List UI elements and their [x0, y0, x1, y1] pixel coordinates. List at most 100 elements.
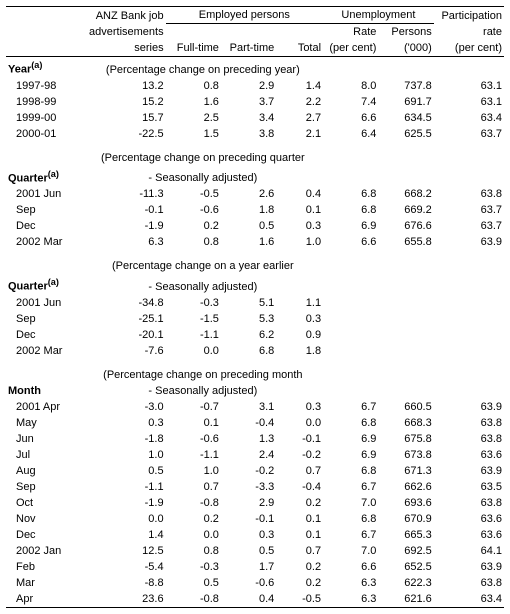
cell-value: 63.7	[434, 218, 504, 234]
cell-value: 0.7	[276, 543, 323, 559]
row-label: 1998-99	[6, 94, 83, 110]
cell-value: 63.5	[434, 479, 504, 495]
cell-value: 6.3	[83, 234, 166, 250]
row-label: May	[6, 415, 83, 431]
cell-value: 6.8	[323, 415, 378, 431]
cell-value: 23.6	[83, 591, 166, 608]
cell-value: 0.0	[166, 343, 221, 359]
cell-value: 63.1	[434, 78, 504, 94]
section-quarter-a: Quarter(a)	[6, 166, 83, 187]
cell-value: 6.2	[221, 327, 276, 343]
table-row: 2001 Jun-11.3-0.52.60.46.8668.263.8	[6, 186, 504, 202]
cell-value: -0.5	[166, 186, 221, 202]
row-label: Nov	[6, 511, 83, 527]
cell-value: 3.4	[221, 110, 276, 126]
cell-value	[378, 327, 433, 343]
table-row: 1999-0015.72.53.42.76.6634.563.4	[6, 110, 504, 126]
month-note1: (Percentage change on preceding month	[83, 367, 323, 383]
cell-value: 621.6	[378, 591, 433, 608]
cell-value: -0.5	[276, 591, 323, 608]
table-row: Sep-0.1-0.61.80.16.8669.263.7	[6, 202, 504, 218]
cell-value: 0.1	[276, 511, 323, 527]
cell-value	[323, 343, 378, 359]
cell-value	[434, 343, 504, 359]
table-row: Sep-1.10.7-3.3-0.46.7662.663.5	[6, 479, 504, 495]
cell-value: 2.7	[276, 110, 323, 126]
cell-value: -8.8	[83, 575, 166, 591]
cell-value: -22.5	[83, 126, 166, 142]
cell-value: 7.0	[323, 543, 378, 559]
cell-value: 0.8	[166, 543, 221, 559]
row-label: Sep	[6, 479, 83, 495]
hdr-parttime: Part-time	[221, 40, 276, 57]
cell-value: 0.9	[276, 327, 323, 343]
hdr-rate: Rate	[323, 24, 378, 41]
cell-value: 63.8	[434, 575, 504, 591]
cell-value: -1.9	[83, 218, 166, 234]
cell-value: 2.9	[221, 78, 276, 94]
hdr-persons-unit: ('000)	[378, 40, 433, 57]
table-row: Dec-1.90.20.50.36.9676.663.7	[6, 218, 504, 234]
cell-value: 669.2	[378, 202, 433, 218]
cell-value: 63.6	[434, 511, 504, 527]
cell-value: 0.1	[166, 415, 221, 431]
cell-value: 0.1	[276, 202, 323, 218]
cell-value: 0.0	[276, 415, 323, 431]
cell-value: 0.4	[221, 591, 276, 608]
cell-value: 693.6	[378, 495, 433, 511]
cell-value: 652.5	[378, 559, 433, 575]
row-label: 2001 Jun	[6, 186, 83, 202]
cell-value: 0.2	[166, 511, 221, 527]
cell-value	[323, 311, 378, 327]
cell-value: -0.2	[221, 463, 276, 479]
hdr-employed-group: Employed persons	[166, 7, 323, 24]
row-label: 2000-01	[6, 126, 83, 142]
cell-value: 5.3	[221, 311, 276, 327]
cell-value: 6.9	[323, 431, 378, 447]
hdr-anz-2: advertisements	[83, 24, 166, 41]
section-quarter-b: Quarter(a)	[6, 274, 83, 295]
cell-value: 6.7	[323, 399, 378, 415]
cell-value: -0.1	[83, 202, 166, 218]
cell-value	[434, 295, 504, 311]
cell-value: 0.7	[276, 463, 323, 479]
cell-value: -1.5	[166, 311, 221, 327]
table-row: 2000-01-22.51.53.82.16.4625.563.7	[6, 126, 504, 142]
quarter-b-note1: (Percentage change on a year earlier	[83, 258, 323, 274]
table-row: Jun-1.8-0.61.3-0.16.9675.863.8	[6, 431, 504, 447]
cell-value: -3.0	[83, 399, 166, 415]
cell-value: 6.6	[323, 110, 378, 126]
row-label: Sep	[6, 202, 83, 218]
cell-value: 0.8	[166, 234, 221, 250]
hdr-partic-1: Participation	[434, 7, 504, 24]
row-label: 2002 Mar	[6, 343, 83, 359]
cell-value: 7.0	[323, 495, 378, 511]
hdr-unemp-group: Unemployment	[323, 7, 434, 24]
cell-value: 0.8	[166, 78, 221, 94]
cell-value: -0.6	[166, 431, 221, 447]
cell-value: 6.6	[323, 234, 378, 250]
cell-value: 6.9	[323, 218, 378, 234]
cell-value: -3.3	[221, 479, 276, 495]
cell-value: -0.3	[166, 559, 221, 575]
cell-value: -0.6	[166, 202, 221, 218]
cell-value: 6.3	[323, 591, 378, 608]
cell-value: 0.1	[276, 527, 323, 543]
cell-value: 671.3	[378, 463, 433, 479]
cell-value: -0.4	[276, 479, 323, 495]
cell-value: 2.2	[276, 94, 323, 110]
table-row: Dec1.40.00.30.16.7665.363.6	[6, 527, 504, 543]
cell-value: -0.6	[221, 575, 276, 591]
cell-value: 15.7	[83, 110, 166, 126]
cell-value: 676.6	[378, 218, 433, 234]
cell-value: -0.1	[276, 431, 323, 447]
cell-value: 0.4	[276, 186, 323, 202]
cell-value: 2.1	[276, 126, 323, 142]
hdr-rate-unit: (per cent)	[323, 40, 378, 57]
cell-value: 63.8	[434, 415, 504, 431]
cell-value: -1.1	[166, 327, 221, 343]
cell-value: 0.3	[83, 415, 166, 431]
cell-value: 668.2	[378, 186, 433, 202]
cell-value	[323, 295, 378, 311]
cell-value: -5.4	[83, 559, 166, 575]
